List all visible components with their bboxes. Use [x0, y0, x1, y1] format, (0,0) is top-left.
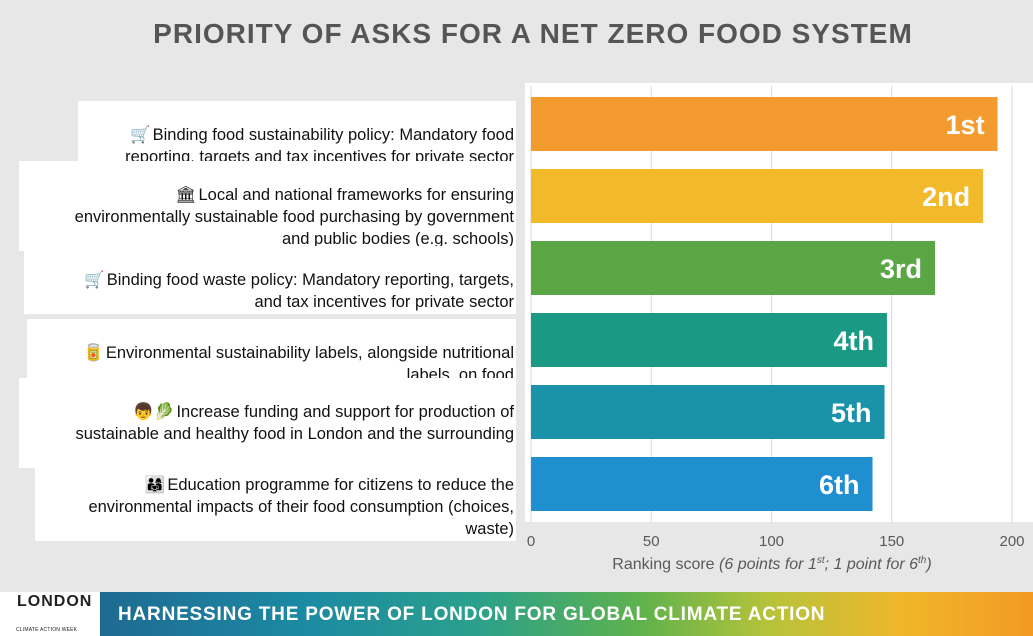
bar-5: [531, 385, 885, 439]
category-label-6: 👨‍👩‍👧 Education programme for citizens to…: [35, 451, 516, 541]
shopping-cart-icon: 🛒: [130, 126, 151, 144]
category-label-1: 🛒 Binding food sustainability policy: Man…: [78, 101, 516, 169]
footer-banner-text: HARNESSING THE POWER OF LONDON FOR GLOBA…: [118, 604, 826, 625]
data-label-5: 5th: [831, 398, 872, 428]
category-label-3: 🛒 Binding food waste policy: Mandatory re…: [24, 246, 516, 314]
x-tick-label-50: 50: [643, 533, 660, 550]
data-label-2: 2nd: [922, 182, 970, 212]
logo-text: LONDON: [17, 593, 93, 610]
x-tick-label-200: 200: [999, 533, 1024, 550]
bar-6: [531, 457, 873, 511]
person-and-vegetable-icon: 👦🥬: [133, 403, 175, 421]
category-label-4: 🥫 Environmental sustainability labels, al…: [27, 319, 516, 387]
x-tick-label-150: 150: [879, 533, 904, 550]
logo-subtext: CLIMATE ACTION WEEK: [16, 627, 78, 633]
shopping-cart-icon: 🛒: [84, 271, 105, 289]
government-building-icon: 🏛: [175, 186, 197, 204]
x-axis-title: Ranking score (6 points for 1st; 1 point…: [612, 555, 931, 573]
bar-2: [531, 169, 984, 223]
data-label-3: 3rd: [880, 254, 922, 284]
footer-banner: HARNESSING THE POWER OF LONDON FOR GLOBA…: [100, 592, 1033, 636]
plot-area: [525, 83, 1033, 522]
bar-3: [531, 241, 936, 295]
data-label-4: 4th: [833, 326, 874, 356]
category-label-2: 🏛 Local and national frameworks for ensur…: [19, 161, 516, 251]
family-icon: 👨‍👩‍👧: [144, 476, 166, 494]
x-tick-label-0: 0: [527, 533, 535, 550]
chart-title: PRIORITY OF ASKS FOR A NET ZERO FOOD SYS…: [153, 18, 913, 49]
data-label-1: 1st: [946, 110, 985, 140]
data-label-6: 6th: [819, 470, 860, 500]
food-can-icon: 🥫: [83, 344, 104, 362]
bar-4: [531, 313, 887, 367]
bar-1: [531, 97, 998, 151]
x-tick-label-100: 100: [759, 533, 784, 550]
london-climate-action-week-logo: LONDON CLIMATE ACTION WEEK: [0, 592, 100, 636]
